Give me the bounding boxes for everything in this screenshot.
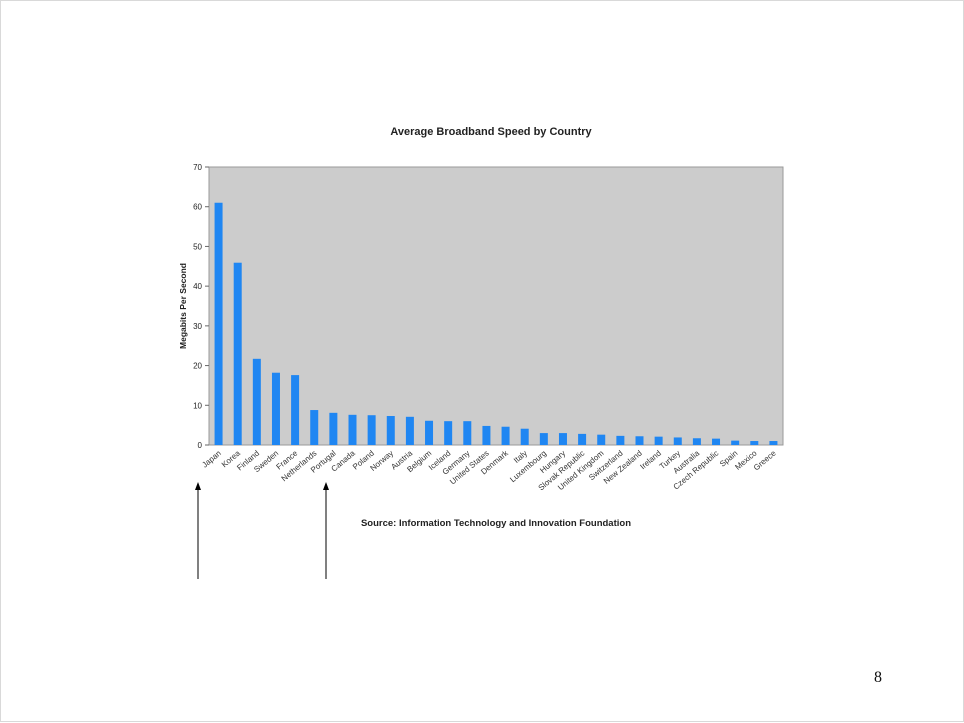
- bar-turkey: [673, 437, 682, 445]
- y-axis-ticks: 0 10 20 30 40 50 60 70: [193, 163, 209, 450]
- chart-title: Average Broadband Speed by Country: [390, 126, 592, 138]
- bar-slovak-republic: [578, 433, 587, 445]
- bar-finland: [252, 358, 261, 445]
- chart-source: Source: Information Technology and Innov…: [360, 518, 632, 529]
- bar-germany: [463, 421, 472, 445]
- bar-norway: [386, 416, 395, 445]
- bar-greece: [769, 441, 778, 445]
- page-number: 8: [874, 669, 882, 686]
- bar-united-states: [482, 425, 491, 445]
- bar-denmark: [501, 426, 510, 445]
- bar-switzerland: [616, 435, 625, 445]
- x-tick-label: Greece: [752, 448, 778, 472]
- bar-korea: [233, 262, 242, 445]
- y-tick-label: 30: [193, 322, 202, 331]
- bar-japan: [214, 202, 223, 445]
- bar-belgium: [425, 420, 434, 445]
- bar-new-zealand: [635, 436, 644, 445]
- bar-australia: [692, 438, 701, 445]
- x-axis-labels: JapanKoreaFinlandSwedenFranceNetherlands…: [200, 448, 778, 492]
- arrow-japan-icon: [195, 482, 201, 579]
- bar-ireland: [654, 436, 663, 445]
- bar-united-kingdom: [597, 434, 606, 445]
- annotation-arrows: [195, 482, 329, 579]
- bar-france: [291, 375, 300, 445]
- bar-poland: [367, 415, 376, 445]
- bar-portugal: [329, 412, 338, 445]
- plot-area: [208, 166, 784, 446]
- bar-austria: [405, 416, 414, 445]
- y-tick-label: 20: [193, 362, 202, 371]
- bar-sweden: [271, 372, 280, 445]
- y-tick-label: 40: [193, 282, 202, 291]
- bar-italy: [520, 428, 529, 445]
- x-tick-label: Ireland: [638, 449, 663, 472]
- bar-spain: [731, 440, 740, 445]
- y-tick-label: 60: [193, 203, 202, 212]
- y-axis-label: Megabits Per Second: [178, 263, 188, 349]
- bar-canada: [348, 414, 357, 445]
- arrow-portugal-icon: [323, 482, 329, 579]
- y-tick-label: 50: [193, 242, 202, 251]
- bars: [214, 202, 778, 445]
- y-tick-label: 0: [198, 441, 203, 450]
- bar-mexico: [750, 441, 759, 445]
- bar-netherlands: [310, 410, 319, 445]
- x-tick-label: Japan: [200, 449, 222, 470]
- bar-hungary: [558, 433, 567, 445]
- y-tick-label: 70: [193, 163, 202, 172]
- y-tick-label: 10: [193, 401, 202, 410]
- bar-luxembourg: [539, 433, 548, 445]
- bar-iceland: [444, 421, 453, 445]
- bar-czech-republic: [712, 438, 721, 445]
